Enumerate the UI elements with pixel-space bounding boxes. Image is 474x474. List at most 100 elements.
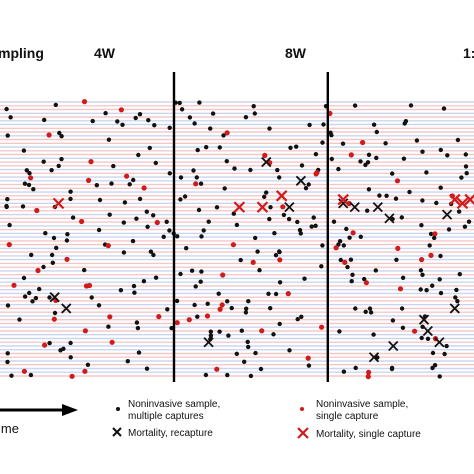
time-arrow-head [62, 404, 78, 416]
legend-multi-capture-label-2: multiple captures [128, 411, 204, 422]
multi-capture-point [65, 232, 70, 237]
single-capture-point [342, 259, 348, 265]
multi-capture-point [90, 118, 95, 124]
legend-single-capture-label-1: Noninvasive sample, [316, 399, 408, 410]
multi-capture-point [146, 118, 151, 123]
multi-capture-point [345, 264, 350, 270]
multi-capture-point [125, 359, 130, 364]
multi-capture-point [134, 320, 140, 325]
multi-capture-point [432, 235, 437, 241]
multi-capture-point [148, 249, 154, 254]
multi-capture-point [350, 272, 355, 277]
multi-capture-point [217, 145, 222, 150]
multi-capture-point [103, 111, 108, 116]
single-capture-point [365, 374, 371, 380]
multi-capture-point [144, 209, 149, 214]
single-capture-point [412, 328, 418, 334]
multi-capture-point [54, 245, 59, 251]
multi-capture-point [446, 227, 452, 232]
multi-capture-point [273, 253, 279, 258]
multi-capture-point [184, 246, 189, 251]
multi-capture-point [455, 137, 461, 143]
single-capture-point [35, 267, 41, 274]
multi-capture-point [402, 121, 407, 126]
multi-capture-point [7, 222, 12, 228]
single-capture-point [366, 369, 372, 375]
multi-capture-point [255, 249, 260, 254]
multi-capture-point [217, 329, 222, 334]
multi-capture-point [384, 193, 389, 198]
multi-capture-point [313, 152, 319, 157]
multi-capture-point [59, 134, 64, 139]
marker-label-4w: 4W [94, 45, 116, 61]
multi-capture-point [419, 335, 424, 341]
multi-capture-point [438, 290, 444, 296]
single-capture-point [360, 139, 366, 146]
multi-capture-point [277, 280, 283, 285]
multi-capture-point [33, 295, 39, 301]
single-capture-point [6, 242, 12, 248]
single-capture-point [419, 257, 425, 263]
single-capture-point [105, 243, 111, 249]
multi-capture-point [204, 145, 209, 150]
multi-capture-point [56, 163, 61, 169]
legend-background [0, 382, 474, 474]
multi-capture-point [151, 252, 156, 258]
single-capture-point [124, 173, 130, 179]
multi-capture-point [407, 189, 412, 195]
multi-capture-point [118, 288, 124, 293]
multi-capture-point [208, 333, 214, 338]
multi-capture-point [420, 272, 425, 277]
multi-capture-point [337, 329, 342, 334]
mortality-single-marker [456, 197, 469, 210]
multi-capture-point [281, 212, 287, 218]
mortality-markers [49, 156, 474, 363]
multi-capture-point [201, 228, 206, 233]
multi-capture-point [47, 340, 52, 346]
multi-capture-point [193, 284, 198, 289]
multi-capture-point [31, 187, 36, 192]
single-capture-point [319, 324, 325, 330]
multi-capture-point [199, 269, 204, 274]
multi-capture-point [313, 223, 318, 228]
multi-capture-point [52, 310, 58, 316]
multi-capture-point [277, 249, 282, 254]
marker-label-8w: 8W [285, 45, 307, 61]
multi-capture-point [121, 220, 127, 225]
multi-capture-point [266, 291, 271, 296]
single-capture-point [51, 316, 57, 322]
multi-capture-point [393, 196, 399, 201]
multi-capture-point [272, 231, 277, 236]
multi-capture-point [133, 115, 138, 121]
multi-capture-point [418, 287, 423, 292]
mortality-recapture-marker [61, 303, 72, 314]
multi-capture-point [28, 372, 34, 378]
single-capture-point [432, 231, 438, 237]
multi-capture-point [234, 351, 239, 356]
multi-capture-point [57, 130, 62, 136]
mortality-recapture-marker [203, 337, 214, 348]
multi-capture-point [456, 209, 462, 214]
multi-capture-point [175, 234, 180, 239]
multi-capture-point [195, 147, 200, 153]
multi-capture-point [371, 332, 376, 337]
mortality-recapture-marker [418, 314, 430, 325]
multi-capture-point [365, 208, 370, 213]
multi-capture-point [26, 182, 32, 188]
multi-capture-point [51, 235, 57, 241]
multi-capture-point [298, 231, 303, 236]
multi-capture-point [366, 152, 372, 157]
multi-capture-point [238, 257, 243, 263]
multi-capture-point [424, 288, 429, 293]
multi-capture-point [68, 340, 73, 346]
multi-capture-point [89, 295, 94, 300]
multi-capture-point [307, 122, 312, 128]
multi-capture-point [41, 264, 46, 270]
single-capture-point [285, 291, 291, 297]
multi-capture-point [277, 321, 282, 327]
multi-capture-point [420, 149, 425, 154]
single-capture-point [141, 185, 147, 191]
multi-capture-point [153, 275, 159, 280]
mortality-recapture-marker [295, 175, 307, 186]
multi-capture-point [208, 329, 213, 334]
